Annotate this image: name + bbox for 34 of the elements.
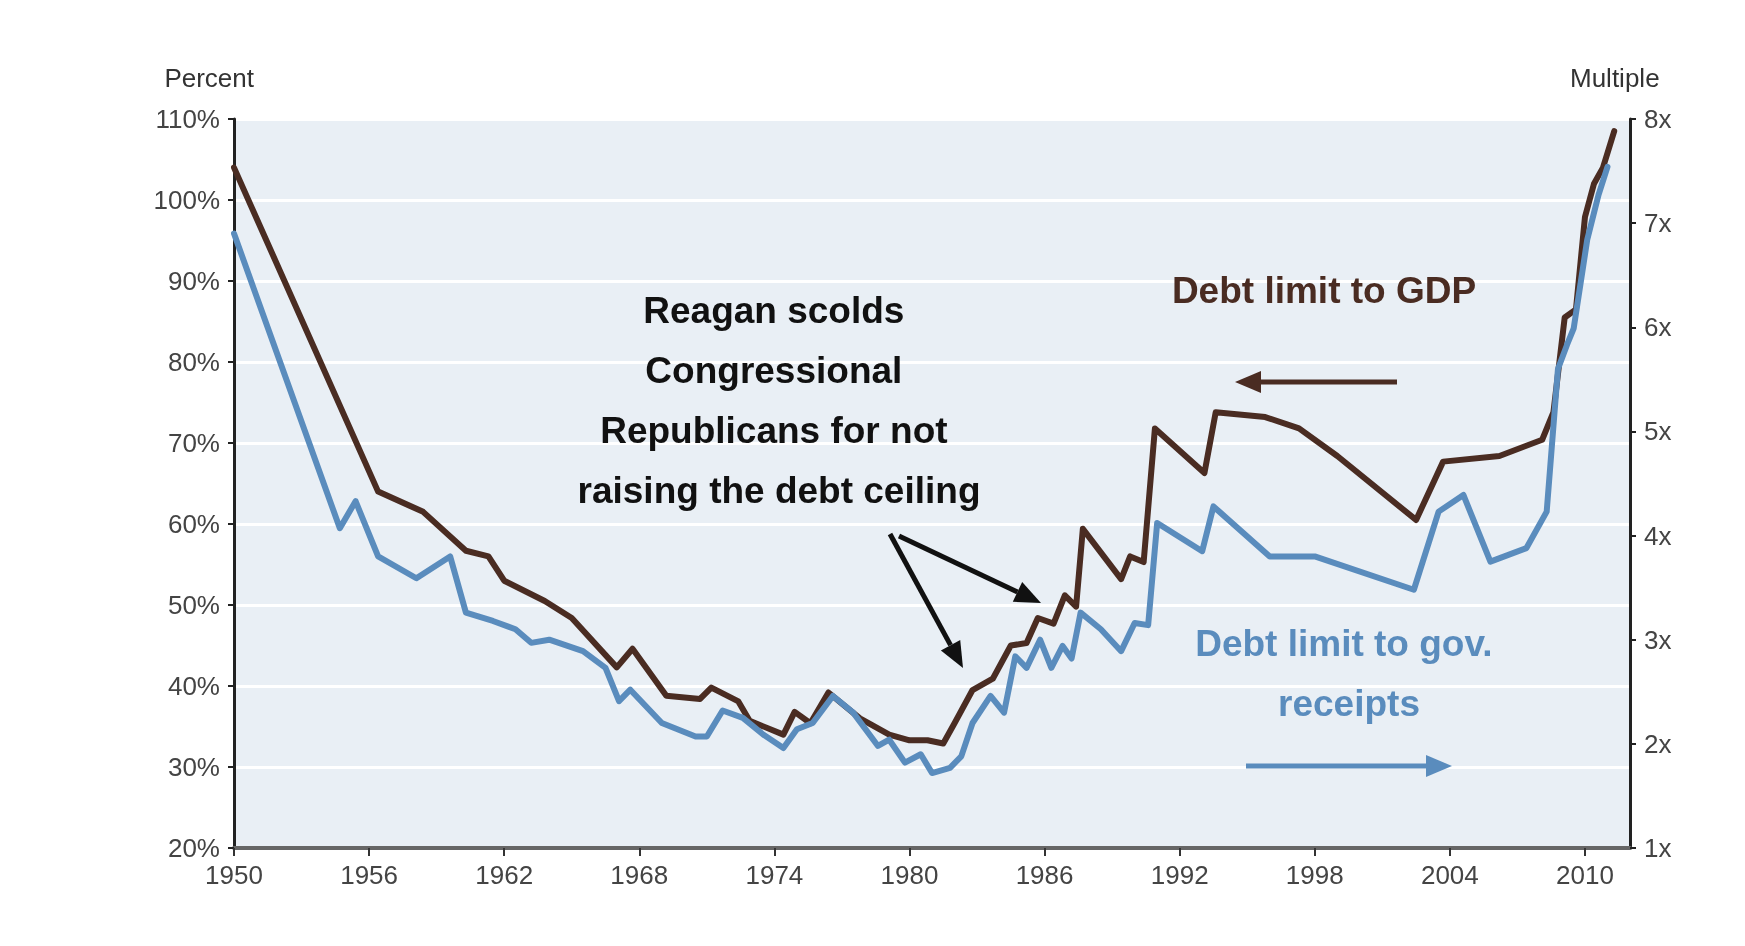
y2-axis-title: Multiple bbox=[1570, 63, 1660, 93]
y2-tick-label: 1x bbox=[1644, 833, 1672, 863]
series-label: Debt limit to gov. receipts bbox=[1195, 622, 1503, 724]
y2-tick-label: 8x bbox=[1644, 104, 1672, 134]
y-axis-title: Percent bbox=[164, 63, 255, 93]
x-tick-label: 1998 bbox=[1285, 860, 1344, 890]
y-tick-label: 40% bbox=[167, 671, 220, 701]
y-tick-label: 90% bbox=[167, 266, 220, 296]
y2-tick-label: 4x bbox=[1644, 520, 1672, 551]
x-tick-label: 1956 bbox=[340, 860, 399, 890]
x-tick-label: 1950 bbox=[205, 860, 263, 890]
x-tick-label: 1992 bbox=[1150, 860, 1209, 890]
x-tick-label: 1980 bbox=[880, 860, 939, 890]
annotation: Reagan scolds Congressional Republicans for not raising the debt ceiling bbox=[577, 289, 981, 511]
x-tick-label: 1968 bbox=[610, 860, 669, 890]
y-tick-label: 60% bbox=[167, 509, 220, 539]
x-tick-label: 1962 bbox=[475, 860, 534, 890]
x-tick-label: 2010 bbox=[1556, 860, 1614, 890]
y2-tick-label: 5x bbox=[1644, 416, 1672, 447]
y-tick-label: 50% bbox=[167, 590, 220, 620]
y-tick-label: 80% bbox=[167, 347, 220, 377]
x-tick-label: 1986 bbox=[1015, 860, 1074, 890]
y-tick-label: 70% bbox=[167, 428, 220, 458]
y2-tick-label: 6x bbox=[1644, 312, 1672, 343]
text: Debt limit to GDP bbox=[1171, 269, 1477, 311]
y-tick-label: 20% bbox=[167, 833, 220, 863]
y2-tick-label: 3x bbox=[1644, 624, 1672, 655]
y2-tick-label: 7x bbox=[1644, 208, 1672, 239]
y2-tick-label: 2x bbox=[1644, 728, 1672, 759]
y-tick-label: 110% bbox=[155, 104, 220, 134]
y-tick-label: 100% bbox=[153, 185, 220, 215]
y-tick-label: 30% bbox=[167, 752, 220, 782]
x-tick-label: 2004 bbox=[1420, 860, 1479, 890]
x-tick-label: 1974 bbox=[745, 860, 804, 890]
